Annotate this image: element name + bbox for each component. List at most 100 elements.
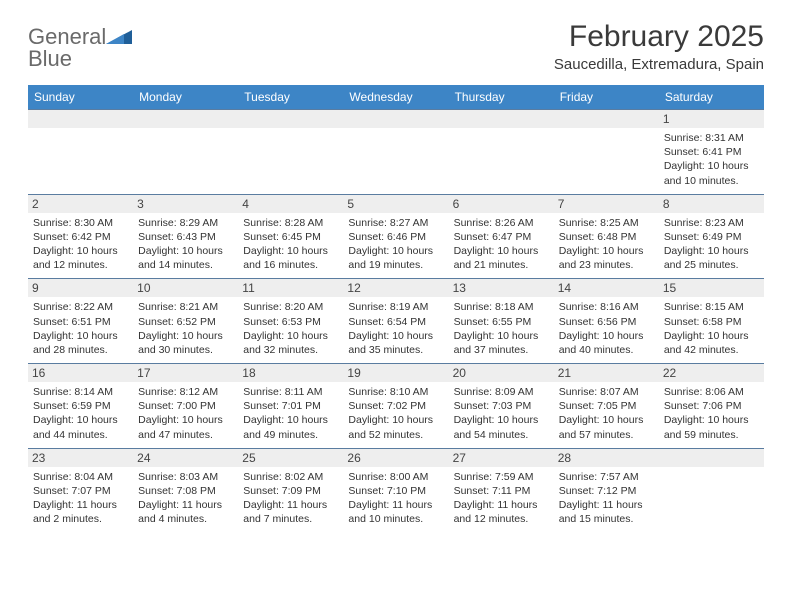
week-row: 16Sunrise: 8:14 AMSunset: 6:59 PMDayligh…	[28, 363, 764, 448]
day-cell: 3 Sunrise: 8:29 AMSunset: 6:43 PMDaylight…	[133, 195, 238, 279]
daylight-text: Daylight: 10 hours and 10 minutes.	[664, 159, 759, 187]
sunrise-text: Sunrise: 8:03 AM	[138, 470, 233, 484]
daylight-text: Daylight: 10 hours and 47 minutes.	[138, 413, 233, 441]
sunrise-text: Sunrise: 8:29 AM	[138, 216, 233, 230]
sunset-text: Sunset: 6:49 PM	[664, 230, 759, 244]
daylight-text: Daylight: 10 hours and 28 minutes.	[33, 329, 128, 357]
day-cell: 8Sunrise: 8:23 AMSunset: 6:49 PMDaylight…	[659, 195, 764, 279]
day-number: 12	[343, 279, 448, 297]
sunset-text: Sunset: 7:02 PM	[348, 399, 443, 413]
day-info: Sunrise: 8:26 AMSunset: 6:47 PMDaylight:…	[454, 216, 549, 273]
day-number: .	[133, 110, 238, 128]
day-number: 27	[449, 449, 554, 467]
sunset-text: Sunset: 6:48 PM	[559, 230, 654, 244]
day-number: 15	[659, 279, 764, 297]
day-cell: 9Sunrise: 8:22 AMSunset: 6:51 PMDaylight…	[28, 279, 133, 363]
sunrise-text: Sunrise: 8:02 AM	[243, 470, 338, 484]
sunrise-text: Sunrise: 8:06 AM	[664, 385, 759, 399]
day-number: 2	[28, 195, 133, 213]
weekday-header-row: SundayMondayTuesdayWednesdayThursdayFrid…	[28, 85, 764, 109]
sunset-text: Sunset: 6:53 PM	[243, 315, 338, 329]
sunset-text: Sunset: 6:52 PM	[138, 315, 233, 329]
sunset-text: Sunset: 7:01 PM	[243, 399, 338, 413]
day-number: 20	[449, 364, 554, 382]
sunset-text: Sunset: 7:12 PM	[559, 484, 654, 498]
day-info: Sunrise: 8:06 AMSunset: 7:06 PMDaylight:…	[664, 385, 759, 442]
week-row: 23Sunrise: 8:04 AMSunset: 7:07 PMDayligh…	[28, 448, 764, 533]
sunrise-text: Sunrise: 8:21 AM	[138, 300, 233, 314]
day-cell: .	[449, 110, 554, 194]
sunrise-text: Sunrise: 8:22 AM	[33, 300, 128, 314]
day-info: Sunrise: 8:10 AMSunset: 7:02 PMDaylight:…	[348, 385, 443, 442]
sunset-text: Sunset: 6:43 PM	[138, 230, 233, 244]
sunrise-text: Sunrise: 8:11 AM	[243, 385, 338, 399]
daylight-text: Daylight: 10 hours and 23 minutes.	[559, 244, 654, 272]
day-cell: 1Sunrise: 8:31 AMSunset: 6:41 PMDaylight…	[659, 110, 764, 194]
day-cell: 23Sunrise: 8:04 AMSunset: 7:07 PMDayligh…	[28, 449, 133, 533]
sunrise-text: Sunrise: 7:59 AM	[454, 470, 549, 484]
day-number: 16	[28, 364, 133, 382]
daylight-text: Daylight: 10 hours and 14 minutes.	[138, 244, 233, 272]
day-info: Sunrise: 7:59 AMSunset: 7:11 PMDaylight:…	[454, 470, 549, 527]
sunset-text: Sunset: 7:10 PM	[348, 484, 443, 498]
day-number: 24	[133, 449, 238, 467]
day-number: 21	[554, 364, 659, 382]
sunrise-text: Sunrise: 8:27 AM	[348, 216, 443, 230]
weekday-cell: Tuesday	[238, 85, 343, 109]
day-number: 7	[554, 195, 659, 213]
day-cell: 15Sunrise: 8:15 AMSunset: 6:58 PMDayligh…	[659, 279, 764, 363]
day-info: Sunrise: 8:11 AMSunset: 7:01 PMDaylight:…	[243, 385, 338, 442]
daylight-text: Daylight: 10 hours and 19 minutes.	[348, 244, 443, 272]
day-info: Sunrise: 8:19 AMSunset: 6:54 PMDaylight:…	[348, 300, 443, 357]
sunrise-text: Sunrise: 8:18 AM	[454, 300, 549, 314]
sunset-text: Sunset: 6:47 PM	[454, 230, 549, 244]
day-number: 13	[449, 279, 554, 297]
daylight-text: Daylight: 10 hours and 44 minutes.	[33, 413, 128, 441]
day-cell: .	[238, 110, 343, 194]
weeks-container: ......1Sunrise: 8:31 AMSunset: 6:41 PMDa…	[28, 109, 764, 532]
sunrise-text: Sunrise: 8:04 AM	[33, 470, 128, 484]
day-info: Sunrise: 8:02 AMSunset: 7:09 PMDaylight:…	[243, 470, 338, 527]
day-cell: 5Sunrise: 8:27 AMSunset: 6:46 PMDaylight…	[343, 195, 448, 279]
sunset-text: Sunset: 7:00 PM	[138, 399, 233, 413]
calendar: SundayMondayTuesdayWednesdayThursdayFrid…	[28, 85, 764, 532]
logo: General Blue	[28, 26, 132, 70]
day-cell: .	[343, 110, 448, 194]
daylight-text: Daylight: 10 hours and 37 minutes.	[454, 329, 549, 357]
header: General Blue February 2025 Saucedilla, E…	[28, 20, 764, 73]
day-info: Sunrise: 8:28 AMSunset: 6:45 PMDaylight:…	[243, 216, 338, 273]
day-info: Sunrise: 8:29 AMSunset: 6:43 PMDaylight:…	[138, 216, 233, 273]
day-cell: 7Sunrise: 8:25 AMSunset: 6:48 PMDaylight…	[554, 195, 659, 279]
day-cell: 13 Sunrise: 8:18 AMSunset: 6:55 PMDayligh…	[449, 279, 554, 363]
day-number: 22	[659, 364, 764, 382]
sunrise-text: Sunrise: 8:30 AM	[33, 216, 128, 230]
day-cell: 18 Sunrise: 8:11 AMSunset: 7:01 PMDayligh…	[238, 364, 343, 448]
daylight-text: Daylight: 10 hours and 57 minutes.	[559, 413, 654, 441]
daylight-text: Daylight: 11 hours and 15 minutes.	[559, 498, 654, 526]
day-cell: 4Sunrise: 8:28 AMSunset: 6:45 PMDaylight…	[238, 195, 343, 279]
day-number: 18	[238, 364, 343, 382]
daylight-text: Daylight: 11 hours and 4 minutes.	[138, 498, 233, 526]
sunrise-text: Sunrise: 8:00 AM	[348, 470, 443, 484]
sunrise-text: Sunrise: 8:23 AM	[664, 216, 759, 230]
day-cell: .	[659, 449, 764, 533]
sunrise-text: Sunrise: 8:31 AM	[664, 131, 759, 145]
day-info: Sunrise: 8:12 AMSunset: 7:00 PMDaylight:…	[138, 385, 233, 442]
day-number: 17	[133, 364, 238, 382]
day-number: 3	[133, 195, 238, 213]
day-number: 26	[343, 449, 448, 467]
daylight-text: Daylight: 10 hours and 32 minutes.	[243, 329, 338, 357]
day-info: Sunrise: 8:16 AMSunset: 6:56 PMDaylight:…	[559, 300, 654, 357]
day-info: Sunrise: 8:22 AMSunset: 6:51 PMDaylight:…	[33, 300, 128, 357]
daylight-text: Daylight: 10 hours and 16 minutes.	[243, 244, 338, 272]
week-row: 2Sunrise: 8:30 AMSunset: 6:42 PMDaylight…	[28, 194, 764, 279]
sunset-text: Sunset: 6:56 PM	[559, 315, 654, 329]
sunset-text: Sunset: 6:59 PM	[33, 399, 128, 413]
location-text: Saucedilla, Extremadura, Spain	[554, 56, 764, 73]
daylight-text: Daylight: 10 hours and 52 minutes.	[348, 413, 443, 441]
day-cell: 28Sunrise: 7:57 AMSunset: 7:12 PMDayligh…	[554, 449, 659, 533]
sunset-text: Sunset: 6:55 PM	[454, 315, 549, 329]
day-info: Sunrise: 8:03 AMSunset: 7:08 PMDaylight:…	[138, 470, 233, 527]
day-cell: 2Sunrise: 8:30 AMSunset: 6:42 PMDaylight…	[28, 195, 133, 279]
day-info: Sunrise: 7:57 AMSunset: 7:12 PMDaylight:…	[559, 470, 654, 527]
